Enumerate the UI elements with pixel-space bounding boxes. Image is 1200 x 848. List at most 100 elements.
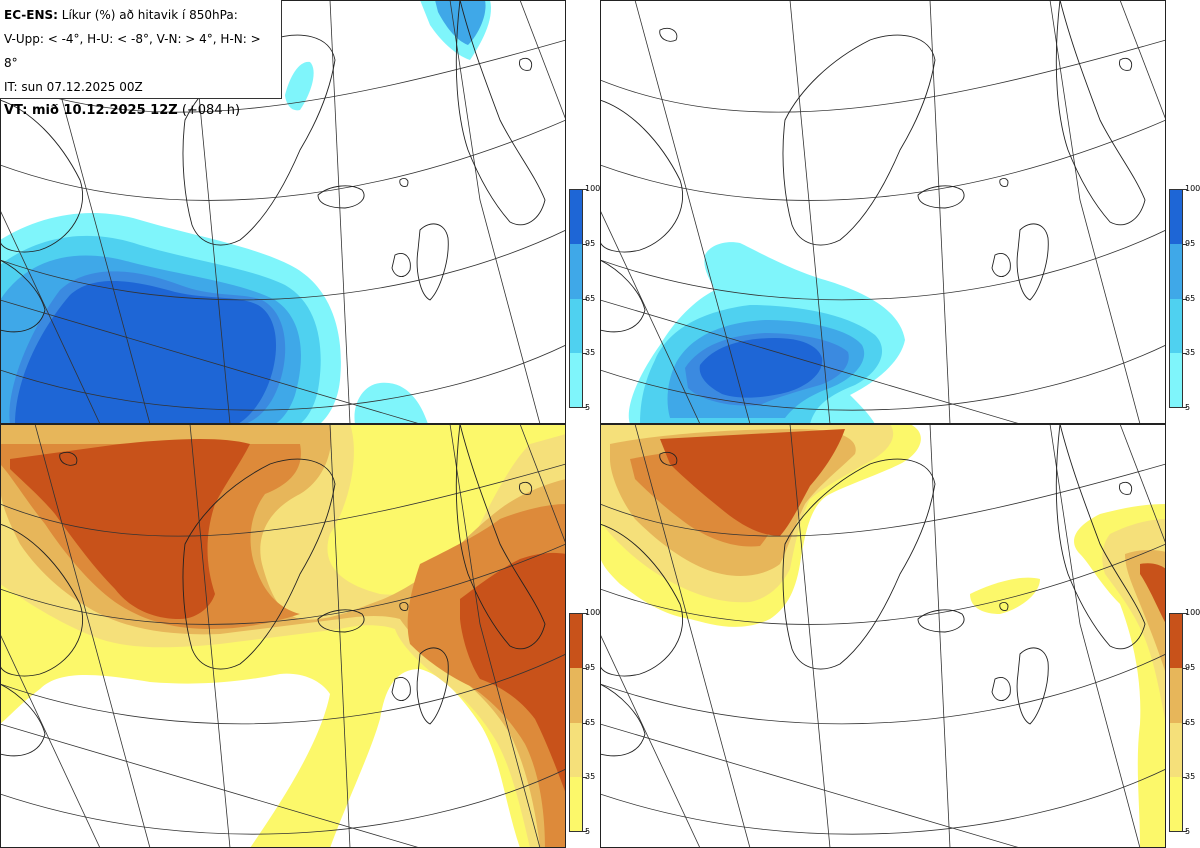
colorbar-warm-bottom-left: 100 95 65 35 5 [569,609,600,836]
colorbar-tick [1183,667,1187,669]
coastline [391,253,411,277]
graticule-line [789,0,831,424]
coastline [317,185,365,209]
coastline [182,458,336,670]
colorbar-tick-label: 95 [585,662,596,672]
colorbar-tick-label: 5 [585,827,591,836]
graticule-line [634,424,751,848]
info-line-4: VT: mið 10.12.2025 12Z (+084 h) [4,99,277,123]
coastline [399,601,409,611]
coastlines [0,424,546,757]
graticule-line [189,424,231,848]
graticule-line [600,209,701,424]
colorbar-tick [1183,722,1187,724]
graticule-line [600,543,1166,625]
coastline [0,259,46,333]
graticule-line [0,653,566,725]
graticule-line [789,424,831,848]
coastline [455,0,546,226]
graticule-line [0,543,566,625]
colorbar-cold-top-right: 100 95 65 35 5 [1169,185,1200,412]
colorbar-tick [583,722,587,724]
colorbar-tick-label: 35 [585,772,596,782]
coastline [519,57,533,71]
coastline [416,223,449,301]
info-line-3: IT: sun 07.12.2025 00Z [4,80,143,94]
coastline [1016,647,1049,725]
colorbar-segment [569,667,583,723]
shading-warm [0,424,566,848]
colorbar-segment [1169,353,1183,408]
graticule-line [600,119,1166,201]
colorbar-tick [1183,353,1187,355]
coastlines [600,424,1146,757]
colorbar-tick-label: 65 [1185,717,1196,727]
coastline [1119,481,1133,495]
graticule-line [600,344,1166,411]
coastline [991,677,1011,701]
coastline [317,609,365,633]
colorbar-tick-label: 35 [1185,348,1196,358]
map-overlay [600,424,1166,848]
colorbar-tick [1183,298,1187,300]
graticule-line [449,0,541,424]
graticule-line [929,424,951,848]
colorbar-segment [569,243,583,299]
coastline [600,523,684,677]
colorbar-segment [1169,613,1183,668]
colorbar-tick-label: 95 [1185,238,1196,248]
graticule-line [519,424,566,545]
coastline [991,253,1011,277]
graticule-line [449,424,541,848]
graticule-line [600,299,1021,424]
probability-map-cold-moderate [0,0,566,424]
colorbar-outline [1169,189,1183,408]
graticule-line [1119,424,1166,545]
colorbar-tick-label: 5 [585,403,591,412]
graticule-line [600,463,1166,537]
probability-map-warm-moderate [0,424,566,848]
coastline [917,185,965,209]
graticule-line [0,119,566,201]
graticule-line [600,768,1166,835]
colorbar-segment [1169,189,1183,244]
info-model-label: EC-ENS: [4,8,58,22]
graticule-line [929,0,951,424]
colorbar-tick [1183,777,1187,779]
colorbar-segment [569,777,583,832]
colorbar-tick-label: 35 [1185,772,1196,782]
colorbar-tick [583,667,587,669]
colorbar-tick [583,613,587,614]
colorbar-tick [1183,407,1187,408]
graticule-lines [600,0,1166,424]
colorbar-tick [1183,613,1187,614]
info-valid-time: VT: mið 10.12.2025 12Z [4,103,178,118]
colorbar-tick-label: 65 [585,293,596,303]
graticule-line [600,39,1166,113]
colorbar-segment [1169,722,1183,778]
map-panel-top-right [600,0,1166,424]
coastline [600,99,684,253]
graticule-line [0,463,566,537]
colorbar-segment [1169,243,1183,299]
colorbar-tick-label: 100 [585,184,601,193]
colorbar-segment [1169,777,1183,832]
coastline [391,677,411,701]
shading-cold [0,0,491,424]
coastline [416,647,449,725]
colorbar-tick-label: 35 [585,348,596,358]
graticule-line [0,39,566,113]
colorbar-segment [569,189,583,244]
colorbar-tick-label: 5 [1185,403,1191,412]
map-panel-bottom-left [0,424,566,848]
colorbar-tick-label: 65 [585,717,596,727]
info-lead-time: (+084 h) [177,103,241,118]
coastline [999,177,1009,187]
probability-map-cold-strong [600,0,1166,424]
colorbar-segment [569,298,583,354]
coastline [1016,223,1049,301]
colorbar-tick-label: 100 [585,608,601,617]
coastline [0,683,46,757]
coastline [0,99,84,253]
colorbar-segment [569,613,583,668]
